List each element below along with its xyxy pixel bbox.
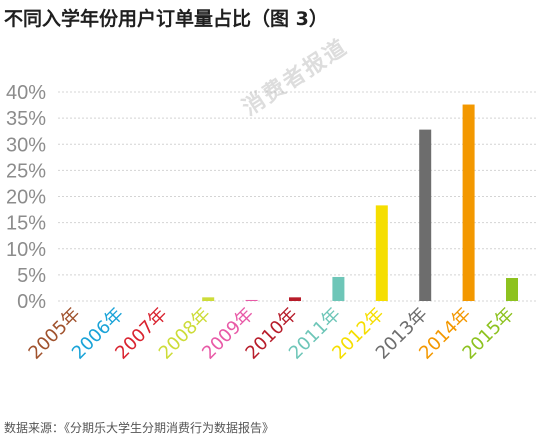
y-tick-label: 35% <box>6 108 46 130</box>
x-axis-tick-labels: 2005年2006年2007年2008年2009年2010年2011年2012年… <box>25 304 519 364</box>
chart-title: 不同入学年份用户订单量占比（图 3） <box>4 8 328 30</box>
bar-2012年 <box>375 205 388 301</box>
y-tick-label: 30% <box>6 134 46 156</box>
bar-2015年 <box>506 278 518 301</box>
bar-2014年 <box>462 104 475 301</box>
bar-2010年 <box>289 297 301 301</box>
source-note: 数据来源：《分期乐大学生分期消费行为数据报告》 <box>4 421 275 435</box>
y-tick-label: 40% <box>6 82 46 104</box>
bars <box>202 104 518 301</box>
y-tick-label: 20% <box>6 187 46 209</box>
bar-2009年 <box>245 299 258 301</box>
bar-2008年 <box>202 297 215 301</box>
y-tick-label: 5% <box>17 265 46 287</box>
y-tick-label: 0% <box>17 291 46 313</box>
y-tick-label: 10% <box>6 239 46 261</box>
y-tick-label: 25% <box>6 160 46 182</box>
bar-2013年 <box>419 129 432 301</box>
bar-2011年 <box>332 276 345 301</box>
y-tick-label: 15% <box>6 213 46 235</box>
y-axis-tick-labels: 0% 5% 10% 15% 20% 25% 30% 35% 40% <box>6 82 46 313</box>
